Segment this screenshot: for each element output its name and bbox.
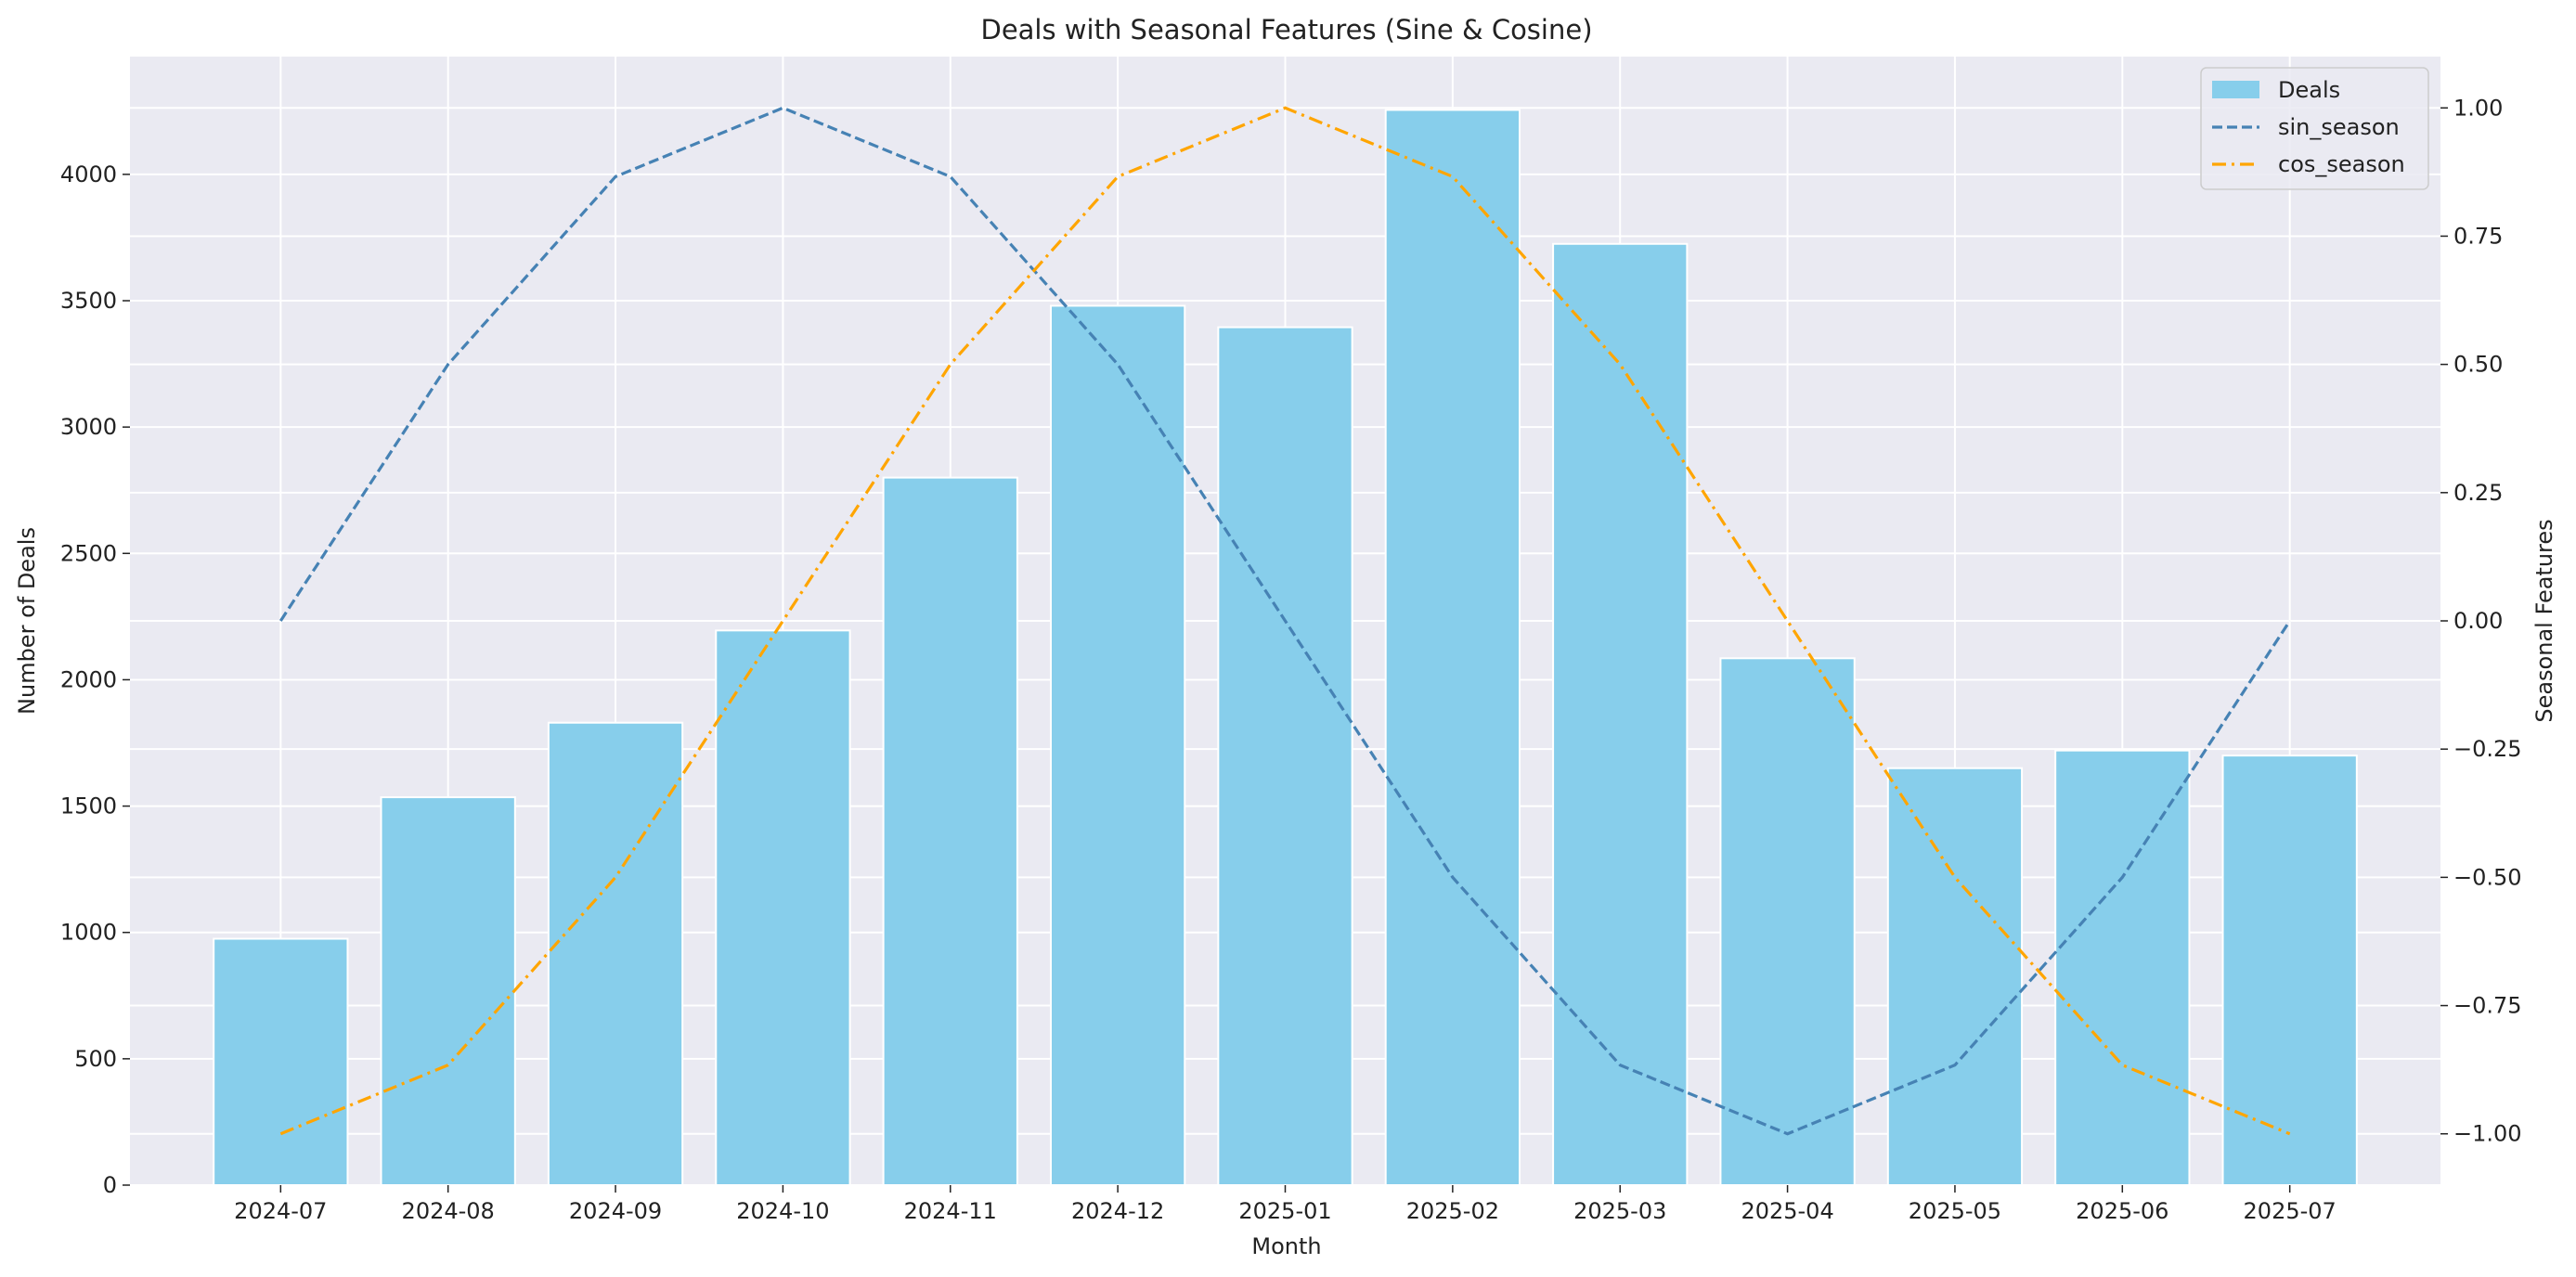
series-line-cos_season bbox=[279, 106, 2291, 1136]
x-tick-label: 2025-06 bbox=[2076, 1198, 2168, 1224]
x-tick-label: 2025-01 bbox=[1238, 1198, 1331, 1224]
x-tick-label: 2025-03 bbox=[1573, 1198, 1666, 1224]
bar-2024-07 bbox=[213, 937, 349, 1186]
y-axis-ticks: 0 500 1000 1500 2000 2500 3000 3500 4000 bbox=[60, 161, 130, 1198]
y2-tick-label: 0.75 bbox=[2453, 223, 2503, 249]
bar-2025-03 bbox=[1552, 242, 1689, 1186]
y-tick-label: 500 bbox=[74, 1046, 117, 1072]
y2-tick-label: −0.75 bbox=[2453, 993, 2522, 1019]
x-axis-label: Month bbox=[1251, 1233, 1321, 1259]
x-tick-label: 2024-09 bbox=[569, 1198, 662, 1224]
x-tick-label: 2025-04 bbox=[1741, 1198, 1833, 1224]
x-tick-label: 2025-02 bbox=[1406, 1198, 1499, 1224]
y-tick-label: 1000 bbox=[60, 920, 117, 946]
bar-2025-07 bbox=[2221, 755, 2358, 1186]
bar-2024-08 bbox=[380, 796, 516, 1186]
bar-2025-02 bbox=[1384, 109, 1521, 1187]
y-tick-label: 2000 bbox=[60, 666, 117, 692]
y-tick-label: 1500 bbox=[60, 793, 117, 819]
bar-2025-01 bbox=[1217, 326, 1353, 1187]
x-tick-label: 2024-11 bbox=[904, 1198, 997, 1224]
bar-2024-10 bbox=[715, 629, 851, 1186]
y-tick-label: 3500 bbox=[60, 288, 117, 314]
bar-2025-06 bbox=[2054, 749, 2191, 1187]
x-tick-label: 2024-10 bbox=[736, 1198, 829, 1224]
lines bbox=[278, 106, 2292, 1136]
x-tick-label: 2024-08 bbox=[402, 1198, 495, 1224]
legend-label-sin_season: sin_season bbox=[2278, 114, 2400, 140]
y2-tick-label: 0.00 bbox=[2453, 608, 2503, 634]
x-axis-ticks: 2024-07 2024-08 2024-09 2024-10 2024-11 2024-… bbox=[234, 1185, 2337, 1224]
bar-2024-12 bbox=[1049, 304, 1186, 1186]
bar-2025-05 bbox=[1886, 767, 2024, 1186]
bar-2024-09 bbox=[547, 721, 684, 1187]
y2-tick-label: 0.25 bbox=[2453, 480, 2503, 506]
y2-tick-label: −1.00 bbox=[2453, 1121, 2522, 1147]
y2-tick-label: 0.50 bbox=[2453, 352, 2503, 378]
x-tick-label: 2024-07 bbox=[234, 1198, 327, 1224]
legend-label-Deals: Deals bbox=[2278, 77, 2340, 103]
legend: Deals sin_season cos_season bbox=[2200, 67, 2429, 190]
y2-axis-label: Seasonal Features bbox=[2531, 519, 2557, 722]
y-tick-label: 0 bbox=[103, 1172, 117, 1198]
series-line-sin_season bbox=[278, 106, 2292, 1136]
y-tick-label: 2500 bbox=[60, 540, 117, 566]
y-tick-label: 3000 bbox=[60, 414, 117, 440]
y2-tick-label: −0.50 bbox=[2453, 864, 2522, 890]
y2-tick-label: −0.25 bbox=[2453, 736, 2522, 762]
bars bbox=[213, 109, 2358, 1187]
y-axis-label: Number of Deals bbox=[14, 527, 40, 715]
legend-label-cos_season: cos_season bbox=[2278, 151, 2405, 177]
y2-tick-label: 1.00 bbox=[2453, 95, 2503, 121]
y2-axis-ticks: −1.00 −0.75 −0.50 −0.25 0.00 0.25 0.50 0.75 1.00 bbox=[2440, 95, 2522, 1147]
x-tick-label: 2025-07 bbox=[2244, 1198, 2337, 1224]
bar-2025-04 bbox=[1719, 657, 1856, 1186]
x-tick-label: 2024-12 bbox=[1071, 1198, 1164, 1224]
legend-swatch-Deals bbox=[2212, 81, 2259, 98]
chart-title: Deals with Seasonal Features (Sine & Cos… bbox=[980, 14, 1592, 45]
bar-2024-11 bbox=[882, 476, 1018, 1186]
x-tick-label: 2025-05 bbox=[1909, 1198, 2001, 1224]
y-tick-label: 4000 bbox=[60, 161, 117, 187]
